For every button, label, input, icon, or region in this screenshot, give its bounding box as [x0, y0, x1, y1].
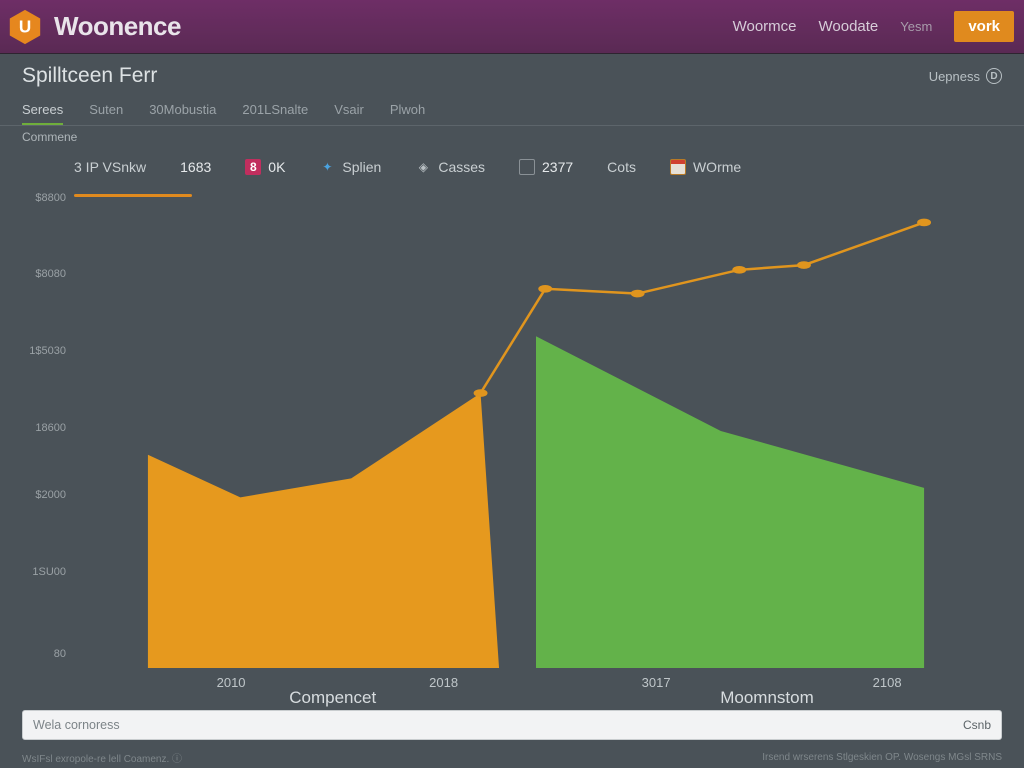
- y-tick: $8800: [35, 192, 66, 204]
- y-tick: $2000: [35, 489, 66, 501]
- chart: $8800 $8080 1$5030 18600 $2000 1SU00 80 2010 20…: [22, 188, 1002, 704]
- stat-cots: Cots: [607, 159, 636, 175]
- y-axis: $8800 $8080 1$5030 18600 $2000 1SU00 80: [22, 188, 70, 668]
- title-right-label: Uepness: [929, 69, 980, 84]
- footer-right: Irsend wrserens Stlgeskien OP. Wosengs M…: [762, 752, 1002, 763]
- search-button[interactable]: Csnb: [963, 718, 991, 732]
- search-row: Wela cornoress Csnb: [0, 704, 1024, 746]
- topnav-item-2[interactable]: Woodate: [819, 18, 879, 35]
- stat-0k: 80K: [245, 159, 285, 175]
- brand-name: Woonence: [54, 11, 181, 42]
- calendar-icon: [670, 159, 686, 175]
- brand-logo-icon: U: [6, 8, 44, 46]
- area-right: [536, 336, 924, 668]
- title-right[interactable]: Uepness D: [929, 68, 1002, 84]
- search-placeholder: Wela cornoress: [33, 718, 120, 732]
- x-tick: 2018: [429, 675, 458, 690]
- card-icon: [519, 159, 535, 175]
- stat-vsnkw: 3 IP VSnkw: [74, 159, 146, 175]
- tab-vsair[interactable]: Vsair: [334, 102, 364, 125]
- topnav-item-1[interactable]: Woormce: [733, 18, 797, 35]
- x-axis: 2010201830172108CompencetMoomnstom: [74, 670, 998, 704]
- stat-worme: WOrme: [670, 159, 741, 175]
- tab-serees[interactable]: Serees: [22, 102, 63, 125]
- top-bar: U Woonence Woormce Woodate Yesm vork: [0, 0, 1024, 54]
- x-tick: 2010: [217, 675, 246, 690]
- star-icon: ✦: [319, 159, 335, 175]
- y-tick: 18600: [35, 422, 66, 434]
- stat-splien: ✦Splien: [319, 159, 381, 175]
- stat-1683: 1683: [180, 159, 211, 175]
- tab-plwoh[interactable]: Plwoh: [390, 102, 425, 125]
- x-group-label: Moomnstom: [720, 688, 814, 708]
- tab-snalte[interactable]: 201LSnalte: [242, 102, 308, 125]
- refresh-icon: D: [986, 68, 1002, 84]
- diamond-icon: ◈: [415, 159, 431, 175]
- y-tick: 1$5030: [29, 345, 66, 357]
- sub-header: Commene: [0, 126, 1024, 150]
- y-tick: 80: [54, 648, 66, 660]
- chart-svg: [74, 194, 998, 668]
- footer-left: WsIFsl exropole-re lell Coamenz. ⓘ: [22, 750, 182, 765]
- y-tick: 1SU00: [32, 566, 66, 578]
- footer: WsIFsl exropole-re lell Coamenz. ⓘ Irsen…: [0, 746, 1024, 768]
- tabs: Serees Suten 30Mobustia 201LSnalte Vsair…: [0, 98, 1024, 126]
- stat-strip: 3 IP VSnkw 1683 80K ✦Splien ◈Casses 2377…: [0, 150, 1024, 184]
- title-bar: Spilltceen Ferr Uepness D: [0, 54, 1024, 98]
- top-nav: Woormce Woodate Yesm vork: [733, 11, 1014, 42]
- x-tick: 3017: [642, 675, 671, 690]
- stat-casses: ◈Casses: [415, 159, 485, 175]
- topnav-sub: Yesm: [900, 19, 932, 34]
- search-input[interactable]: Wela cornoress Csnb: [22, 710, 1002, 740]
- box-icon: 8: [245, 159, 261, 175]
- svg-text:U: U: [19, 17, 31, 36]
- x-group-label: Compencet: [289, 688, 376, 708]
- page-title: Spilltceen Ferr: [22, 64, 157, 88]
- y-tick: $8080: [35, 268, 66, 280]
- area-left: [148, 393, 499, 668]
- stat-2377: 2377: [519, 159, 573, 175]
- plot-area: [74, 194, 998, 668]
- tab-suten[interactable]: Suten: [89, 102, 123, 125]
- tab-mobustia[interactable]: 30Mobustia: [149, 102, 216, 125]
- x-tick: 2108: [873, 675, 902, 690]
- topnav-cta-button[interactable]: vork: [954, 11, 1014, 42]
